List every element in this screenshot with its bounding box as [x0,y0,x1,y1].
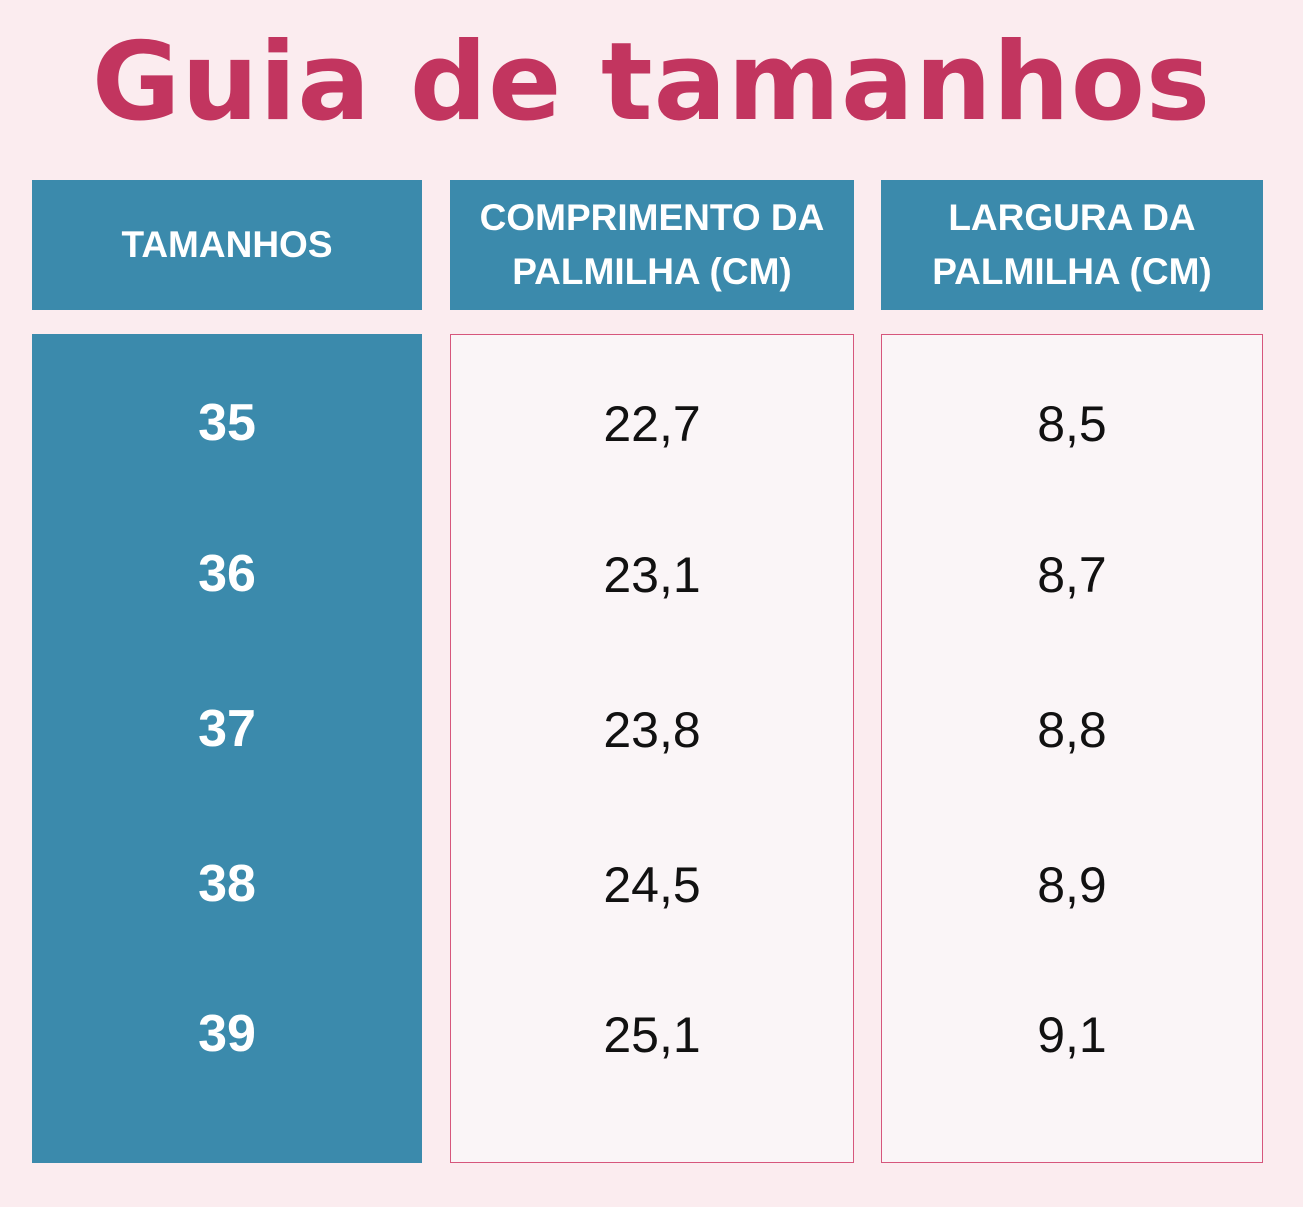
page-title: Guia de tamanhos [91,20,1212,145]
header-sizes-label: TAMANHOS [121,224,333,265]
header-insole-width-line1: LARGURA DA [948,197,1196,238]
header-insole-width-line2: PALMILHA (CM) [932,251,1212,292]
size-cell: 37 [198,700,256,758]
length-cell: 25,1 [603,1007,701,1063]
header-sizes: TAMANHOS [32,180,422,310]
size-cell: 36 [198,545,256,603]
length-cell: 22,7 [603,396,701,452]
width-cell: 8,5 [1037,396,1107,452]
width-cell: 8,9 [1037,857,1107,913]
length-cell: 23,1 [603,547,701,603]
length-cell: 24,5 [603,857,701,913]
insole-width-column: 8,5 8,7 8,8 8,9 9,1 [881,334,1263,1163]
sizes-column: 35 36 37 38 39 [32,334,422,1163]
header-insole-width: LARGURA DA PALMILHA (CM) [881,180,1263,310]
width-cell: 8,8 [1037,702,1107,758]
header-insole-length: COMPRIMENTO DA PALMILHA (CM) [450,180,854,310]
insole-length-column: 22,7 23,1 23,8 24,5 25,1 [450,334,854,1163]
size-cell: 35 [198,394,256,452]
width-cell: 9,1 [1037,1007,1107,1063]
size-cell: 38 [198,855,256,913]
length-cell: 23,8 [603,702,701,758]
header-insole-length-line2: PALMILHA (CM) [512,251,792,292]
header-insole-length-line1: COMPRIMENTO DA [479,197,825,238]
size-cell: 39 [198,1005,256,1063]
width-cell: 8,7 [1037,547,1107,603]
